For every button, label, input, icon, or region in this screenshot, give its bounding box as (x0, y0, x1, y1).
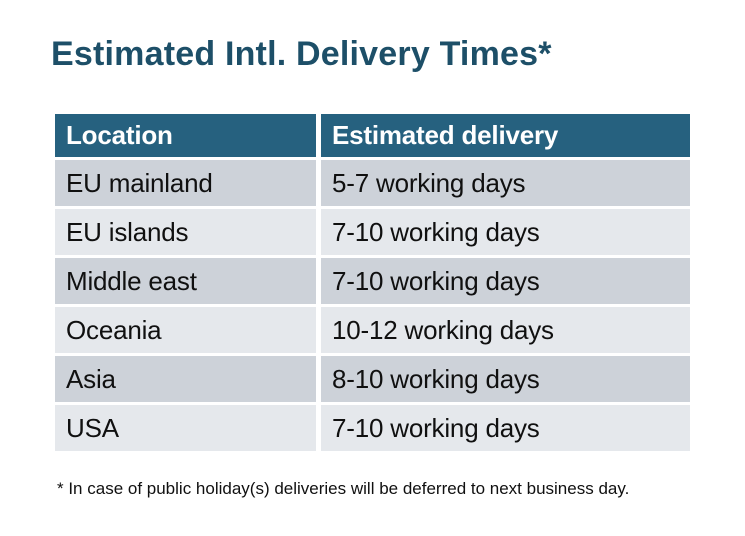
table-cell-delivery: 8-10 working days (321, 356, 690, 402)
table-cell-delivery: 7-10 working days (321, 405, 690, 451)
table-cell-delivery: 7-10 working days (321, 209, 690, 255)
table-cell-location: Asia (55, 356, 316, 402)
footnote: * In case of public holiday(s) deliverie… (57, 479, 630, 498)
page-title: Estimated Intl. Delivery Times* (51, 35, 552, 73)
table-cell-delivery: 10-12 working days (321, 307, 690, 353)
table-cell-location: Middle east (55, 258, 316, 304)
table-cell-delivery: 7-10 working days (321, 258, 690, 304)
column-header-estimated-delivery: Estimated delivery (321, 114, 690, 157)
table-cell-location: USA (55, 405, 316, 451)
table-cell-location: EU mainland (55, 160, 316, 206)
table-cell-location: EU islands (55, 209, 316, 255)
table-cell-location: Oceania (55, 307, 316, 353)
delivery-times-table: Location Estimated delivery EU mainland … (55, 114, 690, 451)
table-cell-delivery: 5-7 working days (321, 160, 690, 206)
column-header-location: Location (55, 114, 316, 157)
